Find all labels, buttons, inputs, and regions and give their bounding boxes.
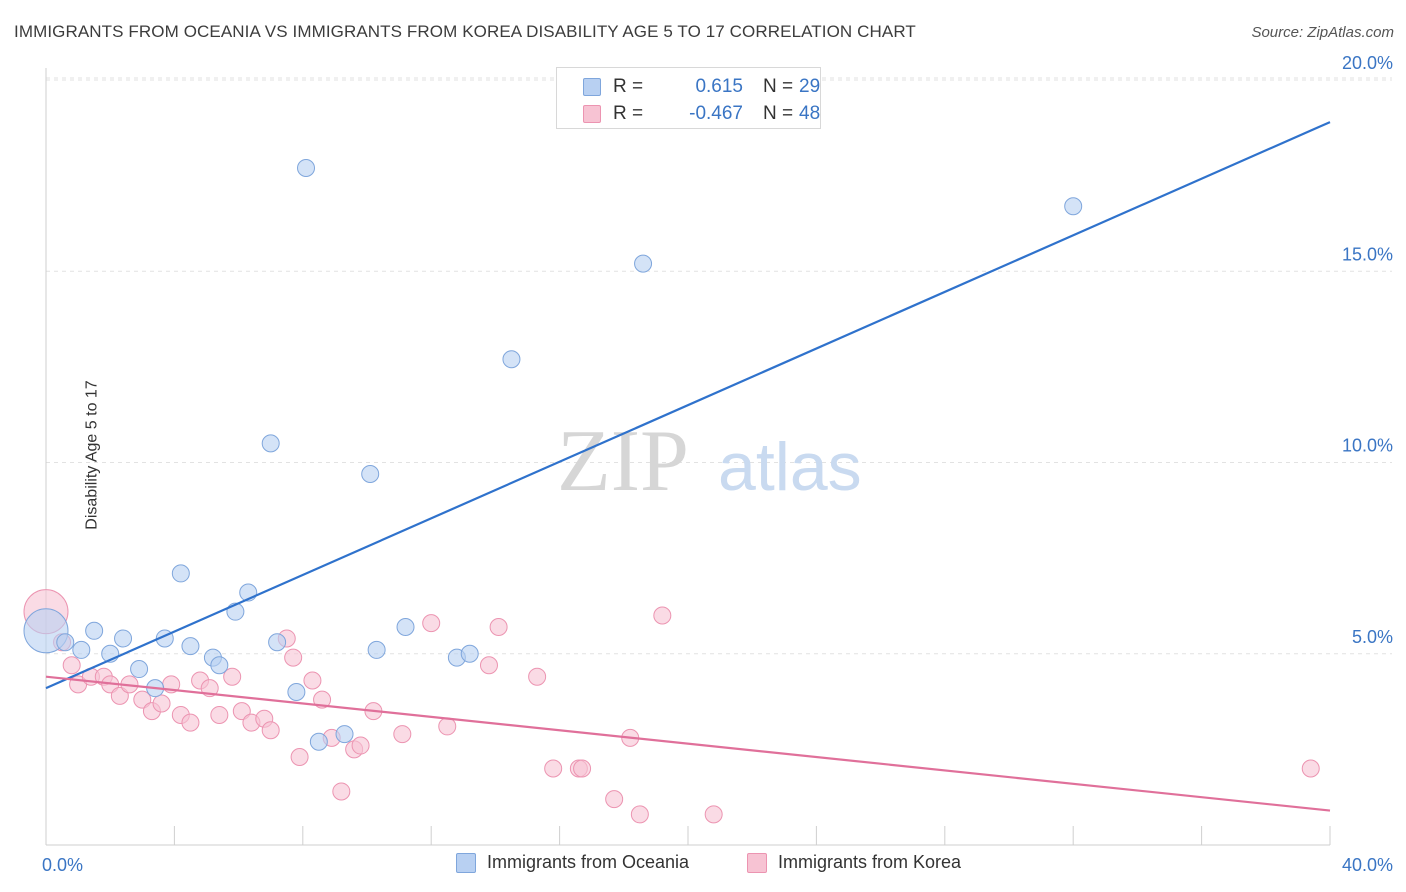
korea-point bbox=[313, 690, 332, 709]
korea-point bbox=[351, 736, 370, 755]
oceania-point bbox=[297, 158, 316, 177]
r-label: R = bbox=[613, 76, 644, 97]
oceania-point bbox=[287, 683, 306, 701]
legend-swatch-korea bbox=[747, 853, 767, 873]
oceania-point bbox=[261, 434, 280, 453]
oceania-point bbox=[367, 640, 386, 659]
legend-swatch-oceania bbox=[583, 78, 601, 96]
korea-point bbox=[284, 648, 303, 667]
korea-point bbox=[653, 606, 672, 625]
korea-point bbox=[489, 617, 508, 636]
r-label: R = bbox=[613, 103, 644, 124]
oceania-point bbox=[634, 254, 653, 273]
legend-swatch-korea bbox=[583, 105, 601, 123]
oceania-point bbox=[361, 464, 380, 483]
oceania-point bbox=[114, 629, 133, 648]
n-value: 29 bbox=[799, 76, 821, 97]
oceania-point bbox=[210, 656, 229, 675]
korea-point bbox=[110, 686, 129, 705]
chart-title: IMMIGRANTS FROM OCEANIA VS IMMIGRANTS FR… bbox=[14, 22, 916, 41]
y-axis-label: Disability Age 5 to 17 bbox=[83, 380, 101, 530]
oceania-trend-line bbox=[45, 121, 1331, 690]
korea-point bbox=[1301, 759, 1320, 778]
legend-label-korea: Immigrants from Korea bbox=[778, 852, 962, 872]
legend-label-oceania: Immigrants from Oceania bbox=[487, 852, 690, 872]
source-label: Source: ZipAtlas.com bbox=[1251, 24, 1394, 41]
korea-point bbox=[303, 671, 322, 690]
oceania-point bbox=[396, 617, 415, 636]
legend-swatch-oceania bbox=[456, 853, 476, 873]
korea-point bbox=[210, 705, 229, 724]
watermark-zip: ZIP bbox=[557, 413, 689, 510]
y-tick-label: 15.0% bbox=[1342, 244, 1393, 264]
korea-point bbox=[62, 656, 81, 675]
n-label: N = bbox=[763, 76, 794, 97]
korea-point bbox=[223, 667, 242, 686]
oceania-point bbox=[181, 637, 200, 656]
watermark: ZIP atlas bbox=[557, 413, 862, 510]
r-value: -0.467 bbox=[689, 103, 743, 124]
korea-trend-line bbox=[45, 675, 1331, 812]
oceania-point bbox=[502, 350, 521, 369]
korea-point bbox=[528, 667, 547, 686]
korea-point bbox=[290, 748, 309, 767]
n-label: N = bbox=[763, 103, 794, 124]
correlation-legend: R = 0.615 N = 29 R = -0.467 N = 48 bbox=[556, 67, 821, 129]
korea-point bbox=[181, 713, 200, 732]
oceania-point bbox=[171, 564, 190, 583]
korea-point bbox=[630, 805, 649, 824]
korea-point bbox=[261, 721, 280, 740]
korea-point bbox=[232, 702, 251, 721]
oceania-point bbox=[85, 621, 104, 640]
trend-lines bbox=[45, 121, 1331, 812]
korea-point bbox=[544, 759, 563, 778]
korea-point bbox=[605, 790, 624, 809]
y-tick-label: 5.0% bbox=[1352, 627, 1393, 647]
y-tick-label: 20.0% bbox=[1342, 53, 1393, 73]
korea-point bbox=[573, 759, 592, 778]
korea-point bbox=[479, 656, 498, 675]
watermark-atlas: atlas bbox=[718, 429, 862, 505]
oceania-point bbox=[1064, 197, 1083, 216]
oceania-point bbox=[56, 633, 75, 652]
series-legend: Immigrants from Oceania Immigrants from … bbox=[0, 852, 1406, 878]
oceania-point bbox=[130, 660, 149, 679]
oceania-point bbox=[460, 644, 479, 663]
korea-point bbox=[152, 694, 171, 713]
oceania-point bbox=[72, 640, 91, 659]
tick-labels: 5.0% 10.0% 15.0% 20.0% 0.0% 40.0% bbox=[42, 53, 1393, 875]
y-tick-label: 10.0% bbox=[1342, 436, 1393, 456]
korea-point bbox=[704, 805, 723, 824]
korea-point bbox=[332, 782, 351, 801]
korea-point bbox=[393, 725, 412, 744]
oceania-point bbox=[309, 732, 328, 751]
axes bbox=[45, 68, 1331, 846]
r-value: 0.615 bbox=[695, 76, 743, 97]
korea-point bbox=[438, 717, 457, 736]
korea-point bbox=[422, 614, 441, 633]
grid-lines bbox=[46, 77, 1392, 655]
oceania-point bbox=[268, 633, 287, 652]
x-tick-label: 40.0% bbox=[1342, 855, 1393, 875]
korea-point bbox=[133, 690, 152, 709]
n-value: 48 bbox=[799, 103, 821, 124]
oceania-point bbox=[335, 725, 354, 744]
data-points bbox=[23, 158, 1320, 824]
x-tick-label: 0.0% bbox=[42, 855, 83, 875]
